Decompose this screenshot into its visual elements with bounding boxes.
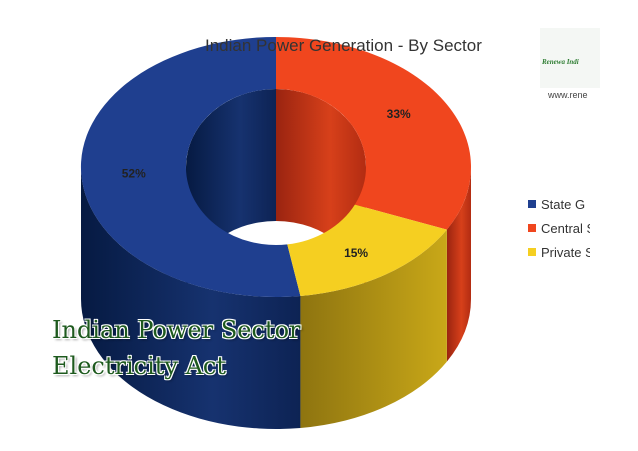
- outer-wall-private: [300, 229, 447, 428]
- slice-label-private: 15%: [344, 246, 368, 260]
- chart-title: Indian Power Generation - By Sector: [205, 36, 482, 55]
- outer-wall-state: [81, 167, 301, 429]
- slice-central: [276, 37, 472, 230]
- logo-box: [540, 28, 600, 88]
- overlay-line-1: Indian Power Sector: [52, 316, 301, 344]
- legend-entry-private: Private S: [528, 240, 590, 264]
- legend-entry-central: Central S: [528, 216, 590, 240]
- chart-legend: State G Central S Private S: [528, 192, 590, 264]
- legend-label-central: Central S: [541, 220, 590, 236]
- slice-label-state: 52%: [122, 167, 146, 181]
- legend-label-private: Private S: [541, 244, 590, 260]
- legend-entry-state: State G: [528, 192, 590, 216]
- overlay-caption: Indian Power Sector Electricity Act: [52, 312, 412, 384]
- outer-wall-central: [446, 167, 471, 362]
- legend-swatch-state: [528, 200, 536, 208]
- legend-swatch-central: [528, 224, 536, 232]
- legend-label-state: State G: [541, 196, 586, 212]
- legend-swatch-private: [528, 248, 536, 256]
- logo-brand-text: Renewa Indi: [542, 58, 579, 66]
- slice-label-central: 33%: [387, 107, 411, 121]
- overlay-line-2: Electricity Act: [52, 352, 226, 380]
- slice-private: [287, 204, 447, 296]
- logo-url-text: www.rene: [548, 90, 588, 100]
- slice-state: [80, 36, 301, 297]
